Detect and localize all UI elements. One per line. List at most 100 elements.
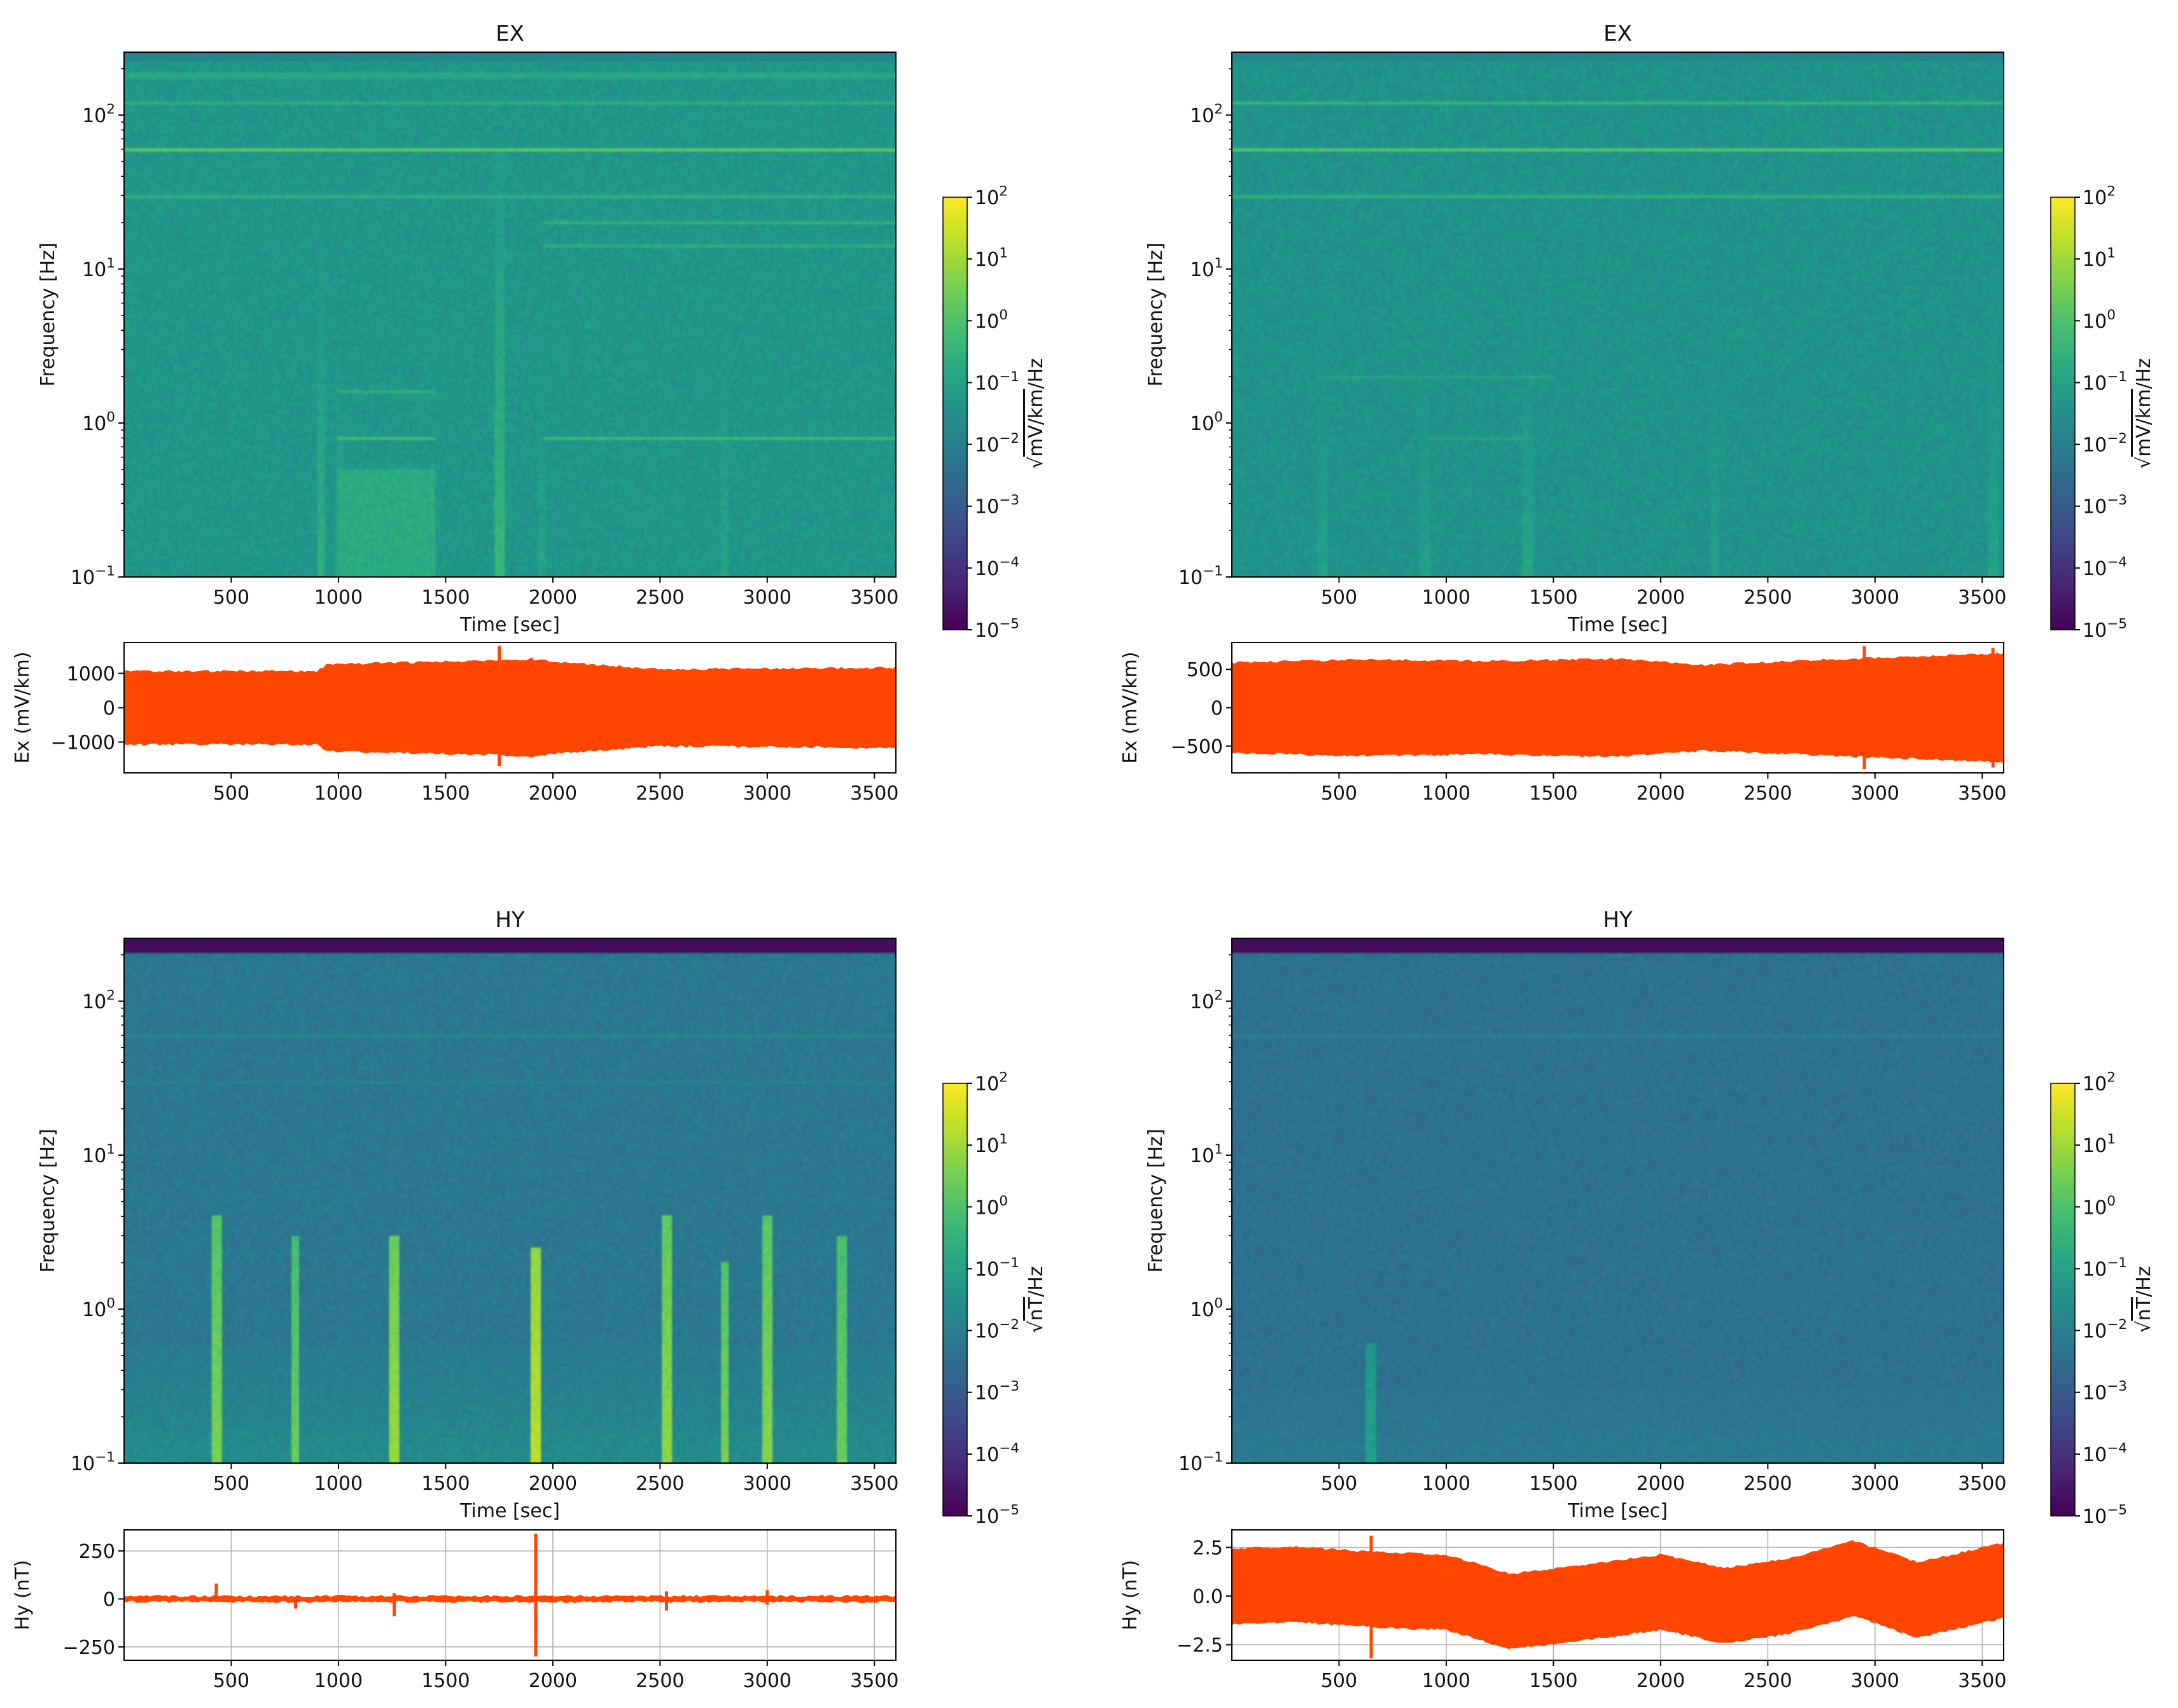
colorbar-tick-label: 10−1	[2083, 369, 2127, 395]
trace-x-tick-label: 1000	[314, 782, 363, 805]
plot-frame	[123, 938, 897, 1464]
signal-trace	[1231, 652, 2004, 763]
trace-x-tick-label: 3000	[743, 1670, 792, 1692]
x-tick-label: 2500	[636, 1473, 684, 1495]
y-tick-label: 10−1	[71, 564, 115, 590]
x-tick-label: 2000	[529, 1473, 577, 1495]
x-tick-label: 3000	[1851, 1473, 1899, 1495]
colorbar-label: √nT/Hz	[1025, 1267, 1047, 1333]
x-tick-label: 500	[1321, 587, 1357, 609]
colorbar: 10−5 10−4 10−3 10−2 10−1 100 101 102 √mV/km/Hz	[942, 184, 1047, 642]
x-tick-label: 1000	[1422, 587, 1470, 609]
x-tick-label: 3500	[850, 1473, 898, 1495]
y-tick-label: 101	[1190, 1141, 1223, 1167]
colorbar-tick-label: 101	[975, 246, 1008, 272]
colorbar-tick-label: 10−3	[975, 492, 1019, 518]
trace-y-tick-label: 2.5	[1192, 1538, 1223, 1560]
x-tick-label: 2500	[1743, 1473, 1792, 1495]
colorbar-tick-label: 10−4	[2083, 1440, 2127, 1466]
y-tick-label: 100	[1190, 1295, 1223, 1321]
trace-x-tick-label: 1500	[421, 1670, 470, 1692]
colorbar-gradient	[2050, 197, 2076, 630]
colorbar-tick-label: 10−5	[2083, 616, 2127, 642]
x-tick-label: 3500	[1958, 1473, 2006, 1495]
trace-x-tick-label: 2500	[1743, 1670, 1792, 1692]
colorbar-tick-label: 102	[2083, 184, 2116, 210]
colorbar-tick-label: 10−2	[2083, 1317, 2127, 1343]
y-tick-label: 100	[1190, 409, 1223, 435]
y-tick-label: 102	[1190, 101, 1223, 127]
colorbar-gradient	[2050, 1083, 2076, 1517]
trace-y-tick-label: −2.5	[1176, 1635, 1223, 1657]
trace-y-axis-label: Hy (nT)	[1119, 1560, 1141, 1630]
plot-frame	[1231, 938, 2004, 1464]
spectrogram-panel-4: HY 500 1000 1500 2000 2500 3000 3500 Time [sec] 1…	[1145, 907, 2155, 1528]
colorbar-tick-label: 100	[2083, 1193, 2116, 1219]
y-tick-label: 10−1	[1178, 564, 1223, 590]
trace-x-tick-label: 1500	[1529, 782, 1577, 805]
colorbar: 10−5 10−4 10−3 10−2 10−1 100 101 102 √mV/km/Hz	[2050, 184, 2155, 642]
trace-x-tick-label: 3000	[743, 782, 792, 805]
colorbar-tick-label: 10−2	[975, 431, 1019, 457]
trace-y-axis-label: Hy (nT)	[11, 1560, 34, 1630]
y-tick-label: 10−1	[1178, 1450, 1223, 1476]
x-axis-label: Time [sec]	[1567, 614, 1668, 636]
trace-y-tick-label: −250	[63, 1637, 115, 1659]
colorbar-tick-label: 101	[2083, 246, 2116, 272]
y-tick-label: 102	[1190, 987, 1223, 1013]
panel-title: EX	[496, 21, 524, 46]
colorbar-tick-label: 10−2	[2083, 431, 2127, 457]
signal-trace	[1231, 1540, 2004, 1649]
colorbar-tick-label: 10−2	[975, 1317, 1019, 1343]
x-tick-label: 1000	[314, 1473, 363, 1495]
y-tick-label: 101	[1190, 255, 1223, 281]
trace-x-tick-label: 2000	[529, 782, 577, 805]
trace-x-tick-label: 500	[1321, 782, 1357, 805]
x-tick-label: 3500	[1958, 587, 2006, 609]
colorbar-gradient	[942, 197, 968, 630]
trace-panel-1: 500 1000 1500 2000 2500 3000 3500 −1000 0 1000 Ex …	[11, 642, 898, 805]
spectrogram-image	[124, 938, 896, 1463]
x-tick-label: 3000	[1851, 587, 1899, 609]
trace-x-tick-label: 2000	[529, 1670, 577, 1692]
trace-x-tick-label: 3500	[1958, 1670, 2006, 1692]
x-tick-label: 3000	[743, 1473, 792, 1495]
y-axis-label: Frequency [Hz]	[37, 242, 59, 386]
spectrogram-panel-1: EX 500 1000 1500 2000 2500 3000 3500 Time [sec] 1…	[37, 21, 1047, 642]
colorbar-tick-label: 10−3	[975, 1378, 1019, 1405]
colorbar-tick-label: 10−3	[2083, 492, 2127, 518]
spectrogram-image	[124, 52, 896, 577]
x-tick-label: 3500	[850, 587, 898, 609]
trace-y-tick-label: 1000	[67, 663, 115, 686]
panel-title: HY	[495, 907, 525, 933]
colorbar: 10−5 10−4 10−3 10−2 10−1 100 101 102 √nT/Hz	[2050, 1070, 2155, 1528]
signal-trace	[123, 1595, 897, 1604]
x-tick-label: 1500	[421, 1473, 470, 1495]
trace-y-tick-label: 0	[103, 698, 115, 720]
trace-y-axis-label: Ex (mV/km)	[1119, 651, 1141, 763]
y-tick-label: 101	[82, 255, 115, 281]
trace-x-tick-label: 1000	[314, 1670, 363, 1692]
colorbar-tick-label: 10−5	[975, 616, 1019, 642]
trace-y-tick-label: 0.0	[1192, 1586, 1223, 1608]
trace-x-tick-label: 2500	[1743, 782, 1792, 805]
colorbar-tick-label: 10−1	[975, 1255, 1019, 1281]
y-tick-label: 10−1	[71, 1450, 115, 1476]
plot-frame	[123, 52, 897, 578]
trace-x-tick-label: 3500	[1958, 782, 2006, 805]
spectrogram-image	[1232, 938, 2004, 1463]
trace-x-tick-label: 3000	[1851, 1670, 1899, 1692]
x-tick-label: 1000	[314, 587, 363, 609]
colorbar-tick-label: 10−5	[975, 1503, 1019, 1529]
colorbar-label: √mV/km/Hz	[1025, 358, 1047, 469]
colorbar-tick-label: 102	[975, 1070, 1008, 1096]
x-tick-label: 500	[213, 1473, 249, 1495]
trace-x-tick-label: 1500	[421, 782, 470, 805]
spectrogram-panel-3: HY 500 1000 1500 2000 2500 3000 3500 Time [sec] 1…	[37, 907, 1047, 1528]
colorbar-label: √nT/Hz	[2133, 1267, 2155, 1333]
x-tick-label: 2000	[1637, 587, 1685, 609]
trace-x-tick-label: 1000	[1422, 782, 1470, 805]
trace-x-tick-label: 2500	[636, 782, 684, 805]
trace-x-tick-label: 3500	[850, 782, 898, 805]
